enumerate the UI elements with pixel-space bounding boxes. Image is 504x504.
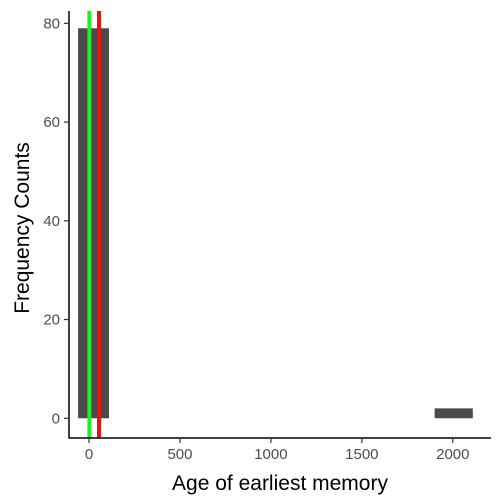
x-tick-label-2000: 2000	[436, 446, 469, 463]
histogram-bar-0	[78, 28, 110, 419]
x-tick-label-1500: 1500	[345, 446, 378, 463]
axes-layer	[68, 11, 491, 439]
y-tick-label-0: 0	[52, 410, 60, 427]
reference-lines-layer	[87, 11, 102, 438]
histogram-bar-1	[434, 408, 473, 419]
y-tick-label-20: 20	[43, 312, 60, 329]
ticks-layer: 0 500 1000 1500 2000 0 20 40 60 80	[43, 15, 469, 463]
x-tick-label-0: 0	[85, 446, 93, 463]
bars-layer	[78, 28, 473, 419]
x-tick-label-1000: 1000	[254, 446, 287, 463]
y-tick-label-80: 80	[43, 15, 60, 32]
y-tick-label-40: 40	[43, 213, 60, 230]
y-axis-title: Frequency Counts	[11, 142, 34, 314]
y-tick-label-60: 60	[43, 114, 60, 131]
x-tick-label-500: 500	[167, 446, 192, 463]
x-axis-title: Age of earliest memory	[172, 472, 388, 495]
